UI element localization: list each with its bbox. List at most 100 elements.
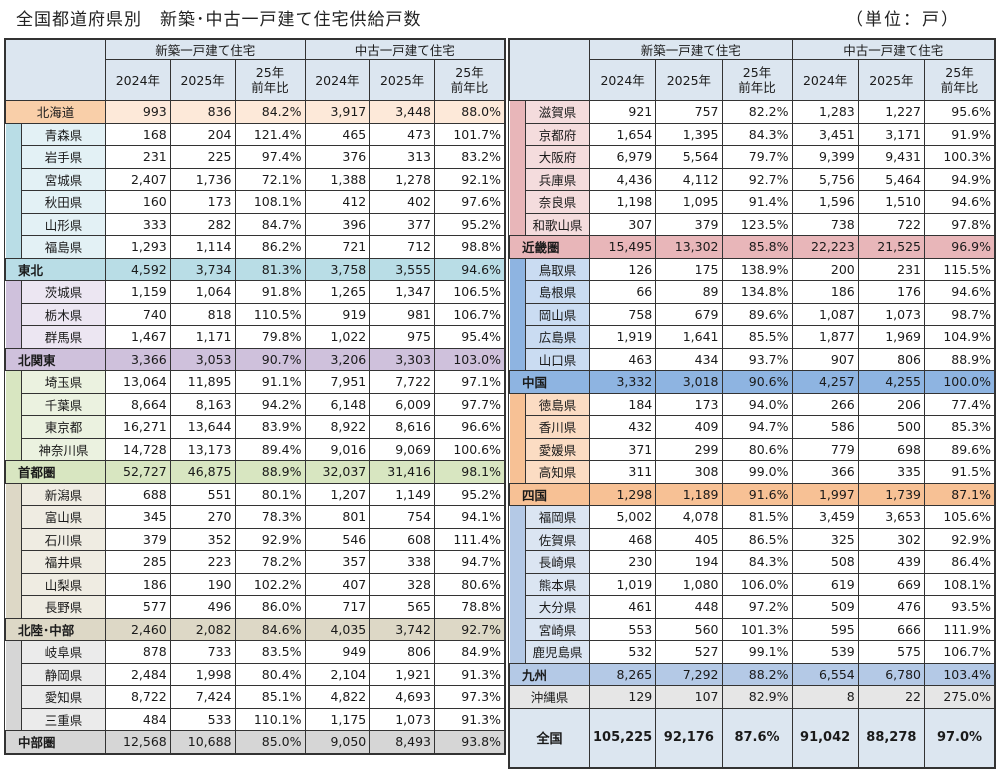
new-2024-cell: 758: [588, 302, 657, 326]
new-2025-cell: 434: [655, 347, 723, 371]
new-yoy-cell: 92.7%: [721, 167, 793, 191]
subtotal-row-kinki: 近畿圏 15,495 13,302 85.8% 22,223 21,525 96.9%: [509, 235, 995, 259]
table-row-kyushu: 鹿児島県 532 527 99.1% 539 575 106.7%: [510, 640, 995, 664]
used-yoy-cell: 89.6%: [924, 437, 995, 461]
used-2024-cell: 357: [304, 550, 371, 574]
used-2025-cell: 712: [369, 235, 435, 259]
used-2025-cell: 1,921: [369, 662, 435, 686]
used-yoy-cell: 104.9%: [924, 325, 995, 349]
new-yoy-cell: 90.7%: [234, 347, 306, 371]
used-yoy-cell: 94.7%: [434, 550, 505, 574]
new-2024-cell: 285: [105, 550, 171, 574]
new-2025-cell: 7,292: [655, 662, 723, 686]
used-2025-cell: 3,448: [369, 100, 435, 124]
used-yoy-cell: 86.4%: [924, 550, 995, 574]
header-corner: [5, 39, 106, 101]
region-subtotal-name: 中部圏: [5, 730, 106, 754]
used-2025-cell: 1,227: [857, 100, 926, 124]
prefecture-name: 福岡県: [525, 505, 590, 529]
new-2025-cell: 270: [169, 505, 236, 529]
ratio-label-line1: 25年: [945, 65, 974, 80]
used-2025-cell: 9,431: [857, 145, 926, 169]
new-yoy-cell: 91.8%: [234, 280, 306, 304]
used-2025-cell: 473: [369, 122, 435, 146]
prefecture-name: 高知県: [525, 460, 590, 484]
new-yoy-cell: 84.3%: [721, 550, 793, 574]
table-row-chugoku: 島根県 66 89 134.8% 186 176 94.6%: [510, 280, 995, 304]
used-2025-cell: 669: [857, 572, 926, 596]
new-2024-cell: 2,407: [105, 167, 171, 191]
new-2025-cell: 1,641: [655, 325, 723, 349]
ratio-label-line1: 25年: [455, 65, 484, 80]
new-2024-cell: 740: [105, 302, 171, 326]
used-2025-cell: 1,739: [857, 482, 926, 506]
new-2024-cell: 468: [588, 527, 657, 551]
new-2025-cell: 3,053: [169, 347, 236, 371]
kitakanto-color-band: [5, 280, 22, 348]
used-2024-cell: 9,016: [304, 437, 371, 461]
shutoken-color-band: [5, 370, 22, 461]
region-subtotal-name: 北陸･中部: [5, 617, 106, 641]
used-2024-cell: 266: [791, 392, 859, 416]
region-subtotal-name: 四国: [509, 482, 590, 506]
used-yoy-cell: 96.9%: [924, 235, 995, 259]
table-row-kinki: 兵庫県 4,436 4,112 92.7% 5,756 5,464 94.9%: [510, 167, 995, 191]
new-2025-cell: 299: [655, 437, 723, 461]
new-2024-cell: 8,265: [588, 662, 657, 686]
table-row-chubuken: 三重県 484 533 110.1% 1,175 1,073 91.3%: [6, 707, 505, 731]
header-year-row: 2024年 2025年 25年 前年比 2024年 2025年 25年 前年比: [6, 59, 505, 101]
new-2024-cell: 12,568: [105, 730, 171, 754]
new-2024-cell: 15,495: [588, 235, 657, 259]
used-2025-cell: 1,073: [857, 302, 926, 326]
new-2024-cell: 52,727: [105, 460, 171, 484]
used-2024-cell: 186: [791, 280, 859, 304]
used-yoy-cell: 95.4%: [434, 325, 505, 349]
new-yoy-cell: 82.9%: [721, 685, 793, 709]
used-2025-cell: 6,009: [369, 392, 435, 416]
header-2025: 2025年: [169, 59, 236, 101]
used-yoy-cell: 92.9%: [924, 527, 995, 551]
used-2025-cell: 575: [857, 640, 926, 664]
new-yoy-cell: 72.1%: [234, 167, 306, 191]
used-2024-cell: 595: [791, 617, 859, 641]
new-2024-cell: 231: [105, 145, 171, 169]
new-yoy-cell: 106.0%: [721, 572, 793, 596]
chugoku-color-band: [509, 258, 526, 371]
new-2025-cell: 13,173: [169, 437, 236, 461]
new-2025-cell: 733: [169, 640, 236, 664]
new-2025-cell: 3,734: [169, 257, 236, 281]
used-yoy-cell: 93.5%: [924, 595, 995, 619]
used-2024-cell: 619: [791, 572, 859, 596]
new-2024-cell: 1,293: [105, 235, 171, 259]
used-2025-cell: 21,525: [857, 235, 926, 259]
prefecture-name: 島根県: [525, 280, 590, 304]
used-2024-cell: 412: [304, 190, 371, 214]
prefecture-name: 佐賀県: [525, 527, 590, 551]
header-new-houses: 新築一戸建て住宅: [589, 39, 793, 60]
used-yoy-cell: 111.9%: [924, 617, 995, 641]
used-2024-cell: 325: [791, 527, 859, 551]
used-2024-cell: 7,951: [304, 370, 371, 394]
used-2025-cell: 302: [857, 527, 926, 551]
prefecture-name: 埼玉県: [21, 370, 106, 394]
prefecture-name: 新潟県: [21, 482, 106, 506]
used-2025-cell: 3,555: [369, 257, 435, 281]
ratio-label-line2: 前年比: [251, 80, 289, 95]
new-2024-cell: 6,979: [588, 145, 657, 169]
new-2025-cell: 379: [655, 212, 723, 236]
used-yoy-cell: 83.2%: [434, 145, 505, 169]
new-2024-cell: 4,592: [105, 257, 171, 281]
new-2024-cell: 3,366: [105, 347, 171, 371]
new-2025-cell: 190: [169, 572, 236, 596]
new-2024-cell: 129: [588, 685, 657, 709]
new-2024-cell: 307: [588, 212, 657, 236]
used-yoy-cell: 97.7%: [434, 392, 505, 416]
new-2025-cell: 282: [169, 212, 236, 236]
used-yoy-cell: 106.7%: [434, 302, 505, 326]
used-2024-cell: 949: [304, 640, 371, 664]
new-yoy-cell: 86.0%: [234, 595, 306, 619]
used-2024-cell: 6,554: [791, 662, 859, 686]
new-2024-cell: 4,436: [588, 167, 657, 191]
new-2024-cell: 1,198: [588, 190, 657, 214]
new-2025-cell: 836: [169, 100, 236, 124]
